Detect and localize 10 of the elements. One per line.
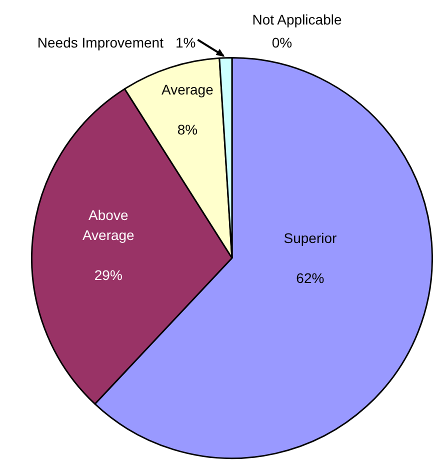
data-label: 8% bbox=[177, 122, 198, 138]
data-label: 1% bbox=[175, 34, 196, 51]
category-label: Not Applicable bbox=[252, 12, 342, 28]
data-label: 29% bbox=[94, 267, 122, 284]
slice-label: Average bbox=[161, 82, 214, 98]
slice-label: Above Average bbox=[82, 207, 135, 244]
data-label: 62% bbox=[296, 270, 324, 286]
slice-label: Needs Improvement bbox=[37, 34, 164, 51]
slice-label: Superior bbox=[284, 230, 337, 246]
text: 0% bbox=[272, 34, 292, 51]
